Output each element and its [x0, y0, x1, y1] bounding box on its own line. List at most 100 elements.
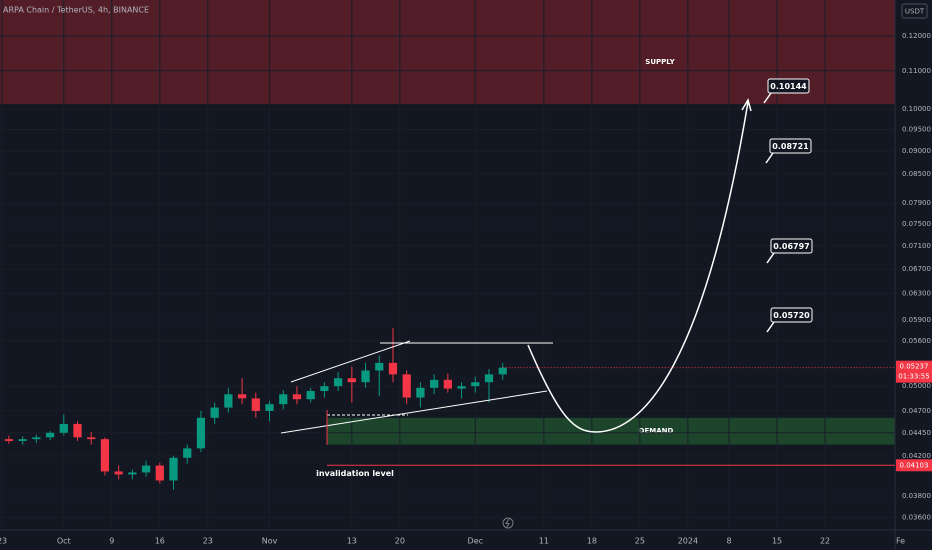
x-tick-label: 9: [109, 537, 114, 546]
price-tag: [896, 360, 932, 383]
candle-body: [320, 386, 329, 392]
y-tick-label: 0.06300: [902, 290, 931, 298]
y-tick-label: 0.03800: [902, 492, 931, 500]
candle-body: [4, 439, 14, 441]
candle-body: [292, 394, 302, 400]
channel-top: [290, 340, 411, 383]
candle-body: [73, 423, 82, 438]
y-tick-label: 0.06700: [902, 265, 931, 273]
target-box: [770, 307, 813, 323]
x-tick-label: 2024: [678, 537, 698, 546]
candle-body: [141, 465, 151, 473]
candle-body: [416, 387, 425, 398]
zone-label: DEMAND: [639, 427, 674, 435]
x-tick-label: 16: [155, 537, 165, 546]
y-tick-label: 0.08500: [902, 170, 931, 178]
x-tick-label: 11: [539, 537, 549, 546]
price-tag-text: 0.04103: [900, 461, 929, 469]
candle-body: [210, 407, 219, 418]
leader-line: [766, 321, 775, 333]
y-tick-label: 0.11000: [902, 67, 931, 75]
x-tick-label: Nov: [262, 537, 278, 546]
candle-body: [183, 448, 192, 458]
candle-body: [237, 394, 247, 399]
x-tick-label: 13: [347, 537, 357, 546]
candle-body: [32, 437, 41, 440]
price-axis: [895, 0, 932, 550]
y-tick-label: 0.05000: [902, 382, 931, 390]
target-box: [770, 238, 813, 254]
candle-body: [114, 471, 123, 475]
candle-body: [443, 379, 452, 389]
candle-body: [361, 370, 370, 383]
last-price: 0.05237: [900, 363, 929, 371]
x-tick-label: 15: [772, 537, 782, 546]
target-label: 0.05720: [773, 311, 810, 320]
countdown: 01:33:55: [898, 373, 929, 381]
candle-body: [402, 374, 411, 398]
y-tick-label: 0.05900: [902, 316, 931, 324]
candle-body: [155, 465, 164, 481]
chart-title: ARPA Chain / TetherUS, 4h, BINANCE: [3, 6, 149, 15]
event-icon: [502, 517, 514, 529]
leader-line: [763, 92, 772, 104]
currency-box: [901, 3, 928, 19]
x-tick-label: 25: [635, 537, 645, 546]
candle-body: [471, 382, 480, 387]
zone: [327, 417, 895, 445]
candle-body: [430, 379, 439, 388]
x-tick-label: 18: [587, 537, 597, 546]
candle-body: [128, 472, 137, 475]
candle-body: [224, 394, 233, 408]
target-label: 0.06797: [773, 242, 809, 251]
candle-body: [251, 398, 260, 411]
x-tick-label: 20: [395, 537, 405, 546]
price-tag: [896, 459, 932, 472]
candle-body: [484, 374, 494, 383]
candle-body: [59, 423, 68, 433]
invalidation-label: invalidation level: [316, 469, 394, 478]
target-box: [767, 78, 810, 94]
y-tick-label: 0.07500: [902, 220, 931, 228]
candle-body: [498, 367, 507, 375]
y-tick-label: 0.09500: [902, 125, 931, 133]
target-label: 0.08721: [772, 142, 809, 151]
candle-body: [18, 439, 27, 441]
y-tick-label: 0.12000: [902, 32, 931, 40]
candle-body: [347, 378, 356, 383]
candle-body: [375, 362, 384, 371]
candle-body: [196, 417, 206, 449]
x-tick-label: Oct: [57, 537, 71, 546]
y-tick-label: 0.04200: [902, 452, 931, 460]
candle-body: [388, 362, 398, 375]
x-tick-label: Dec: [468, 537, 483, 546]
y-tick-label: 0.07100: [902, 242, 931, 250]
arrow-head: [741, 98, 752, 112]
y-tick-label: 0.07900: [902, 199, 931, 207]
x-tick-label: 23: [203, 537, 213, 546]
leader-line: [765, 152, 774, 164]
y-tick-label: 0.09000: [902, 147, 931, 155]
candle-body: [169, 457, 178, 481]
projection-curve: [527, 101, 749, 433]
x-tick-label: 8: [726, 537, 731, 546]
drawings: [280, 98, 752, 434]
event-icon: [505, 518, 510, 528]
candle-body: [333, 378, 343, 387]
y-tick-label: 0.05600: [902, 337, 931, 345]
zone-label: SUPPLY: [645, 58, 675, 66]
x-tick-label: Fe: [896, 537, 905, 546]
y-tick-label: 0.03600: [902, 514, 931, 522]
candle-body: [265, 404, 274, 411]
target-box: [769, 138, 812, 154]
target-label: 0.10144: [770, 82, 807, 91]
x-tick-label: 23: [0, 537, 7, 546]
candle-body: [279, 394, 288, 405]
currency: USDT: [905, 8, 925, 16]
y-tick-label: 0.10000: [902, 105, 931, 113]
channel-bottom: [280, 390, 548, 434]
candle-body: [306, 391, 315, 400]
x-tick-label: 22: [820, 537, 830, 546]
